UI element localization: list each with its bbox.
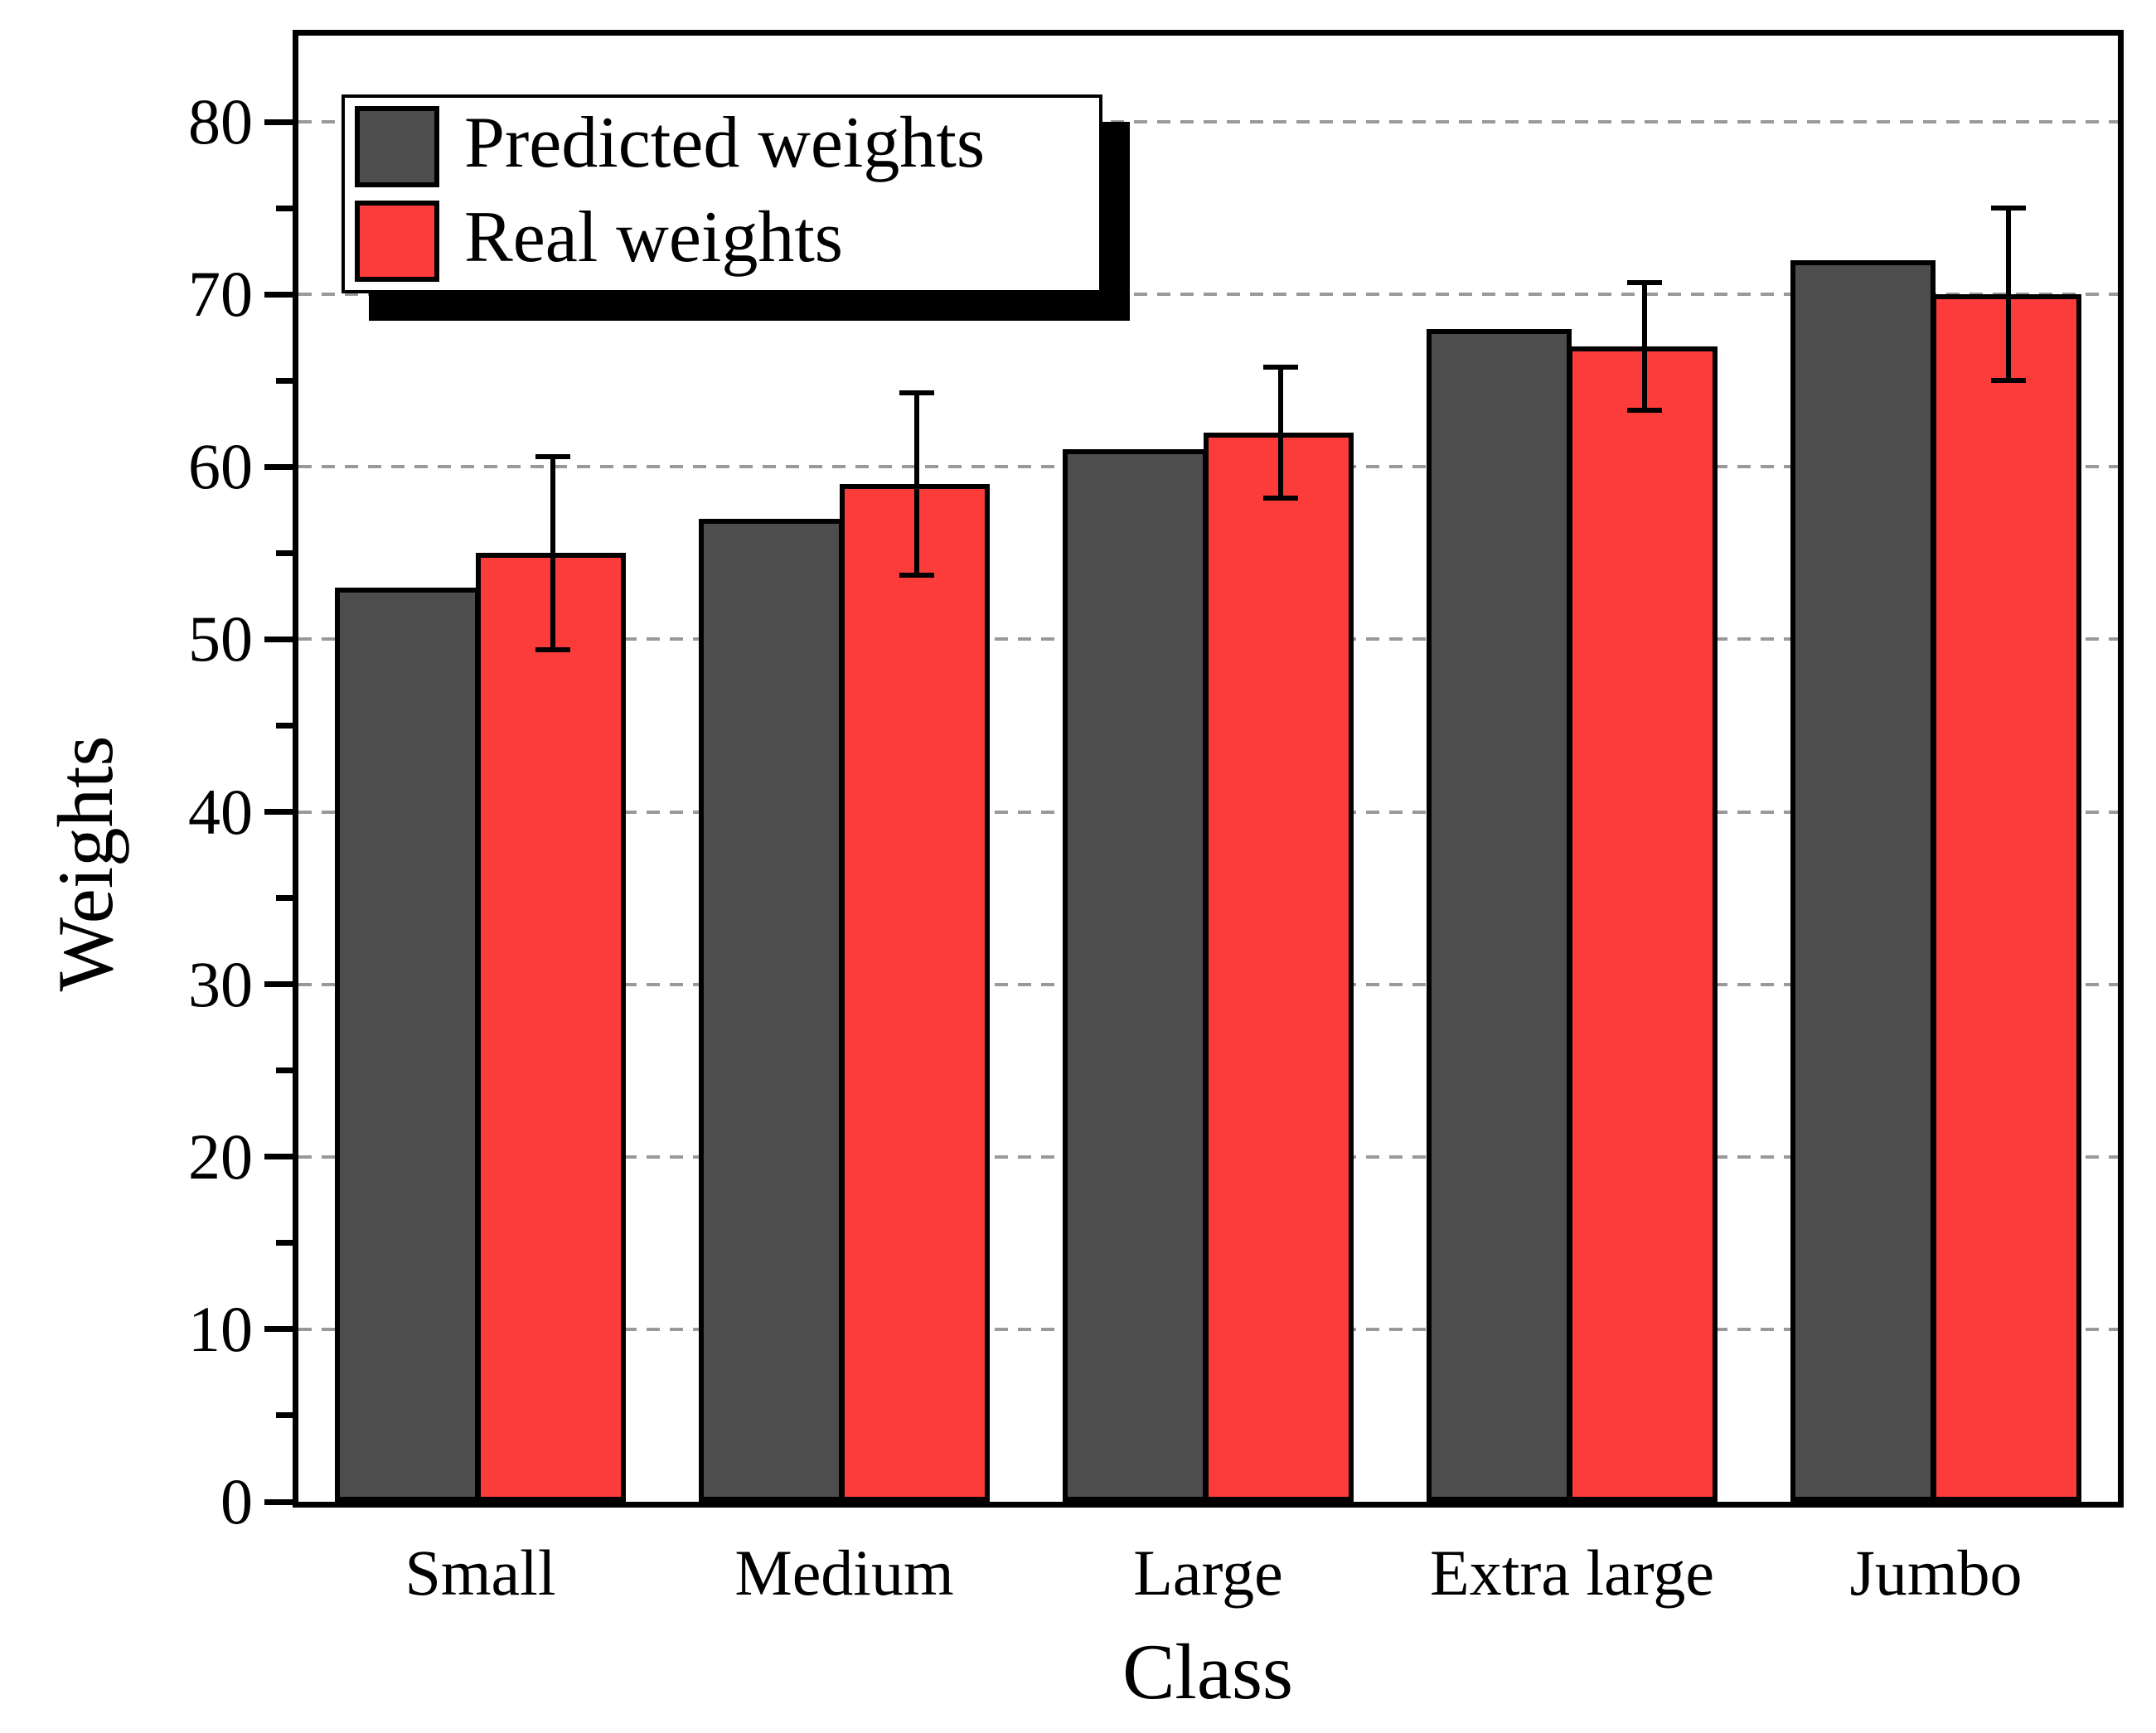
x-axis-title: Class	[1122, 1628, 1293, 1716]
error-bar-cap-bottom-extra-large	[1627, 407, 1663, 413]
bar-predicted-weights-jumbo	[1790, 259, 1936, 1502]
error-bar-cap-top-jumbo	[1991, 206, 2027, 211]
y-tick-label-50: 50	[188, 603, 253, 675]
x-tick-label-small: Small	[405, 1537, 556, 1609]
legend-swatch-predicted	[355, 106, 439, 187]
bar-predicted-weights-medium	[698, 518, 845, 1502]
error-bar-cap-bottom-medium	[899, 573, 935, 578]
bar-predicted-weights-large	[1062, 449, 1209, 1502]
bar-real-weights-jumbo	[1931, 294, 2082, 1502]
y-major-tick-80	[264, 119, 293, 125]
error-bar-cap-top-small	[535, 453, 571, 459]
error-bar-large	[1278, 366, 1284, 498]
y-minor-tick-5	[276, 1412, 293, 1419]
y-minor-tick-25	[276, 1067, 293, 1074]
y-minor-tick-75	[276, 205, 293, 211]
y-tick-label-30: 30	[188, 947, 253, 1020]
gridline-y-70	[298, 293, 2118, 297]
error-bar-cap-top-medium	[899, 390, 935, 395]
bar-real-weights-extra-large	[1567, 346, 1718, 1502]
y-tick-label-80: 80	[188, 85, 253, 158]
legend-box: Predicted weights Real weights	[342, 94, 1102, 293]
bar-predicted-weights-extra-large	[1426, 328, 1572, 1502]
bar-real-weights-large	[1203, 432, 1354, 1502]
legend-swatch-real	[355, 201, 439, 282]
y-minor-tick-35	[276, 895, 293, 902]
x-tick-label-large: Large	[1133, 1537, 1283, 1609]
x-tick-label-extra-large: Extra large	[1430, 1537, 1714, 1609]
error-bar-cap-bottom-large	[1263, 495, 1299, 501]
y-tick-label-40: 40	[188, 775, 253, 848]
y-major-tick-0	[264, 1498, 293, 1505]
y-minor-tick-55	[276, 549, 293, 556]
y-axis-title: Weights	[41, 735, 129, 992]
y-major-tick-70	[264, 291, 293, 298]
y-minor-tick-45	[276, 722, 293, 729]
y-tick-label-10: 10	[188, 1292, 253, 1365]
plot-area: 0 10 20 30 40 50 60 70 80 Small Medium Large Extra …	[188, 30, 2124, 1609]
bar-predicted-weights-small	[334, 587, 481, 1502]
error-bar-jumbo	[2006, 208, 2012, 381]
x-tick-label-medium: Medium	[734, 1537, 954, 1609]
y-major-tick-20	[264, 1154, 293, 1160]
error-bar-cap-top-large	[1263, 364, 1299, 370]
y-major-tick-60	[264, 463, 293, 470]
bar-real-weights-small	[475, 553, 627, 1502]
error-bar-small	[550, 456, 556, 650]
y-tick-label-60: 60	[188, 430, 253, 503]
error-bar-medium	[914, 392, 920, 576]
error-bar-cap-top-extra-large	[1627, 279, 1663, 285]
legend-label-predicted: Predicted weights	[464, 103, 986, 183]
legend-label-real: Real weights	[464, 197, 844, 278]
legend-item-predicted-weights: Predicted weights	[355, 106, 1099, 187]
y-tick-label-20: 20	[188, 1120, 253, 1193]
legend-item-real-weights: Real weights	[355, 201, 1099, 282]
error-bar-cap-bottom-small	[535, 646, 571, 652]
error-bar-cap-bottom-jumbo	[1991, 378, 2027, 384]
y-major-tick-30	[264, 981, 293, 988]
y-tick-label-70: 70	[188, 258, 253, 331]
x-tick-label-jumbo: Jumbo	[1849, 1537, 2023, 1609]
y-minor-tick-15	[276, 1240, 293, 1247]
y-major-tick-50	[264, 636, 293, 642]
y-major-tick-10	[264, 1326, 293, 1333]
y-minor-tick-65	[276, 377, 293, 384]
y-tick-label-0: 0	[220, 1465, 253, 1537]
bar-real-weights-medium	[839, 484, 991, 1502]
error-bar-extra-large	[1642, 282, 1648, 410]
y-major-tick-40	[264, 809, 293, 816]
gridline-y-80	[298, 120, 2118, 124]
